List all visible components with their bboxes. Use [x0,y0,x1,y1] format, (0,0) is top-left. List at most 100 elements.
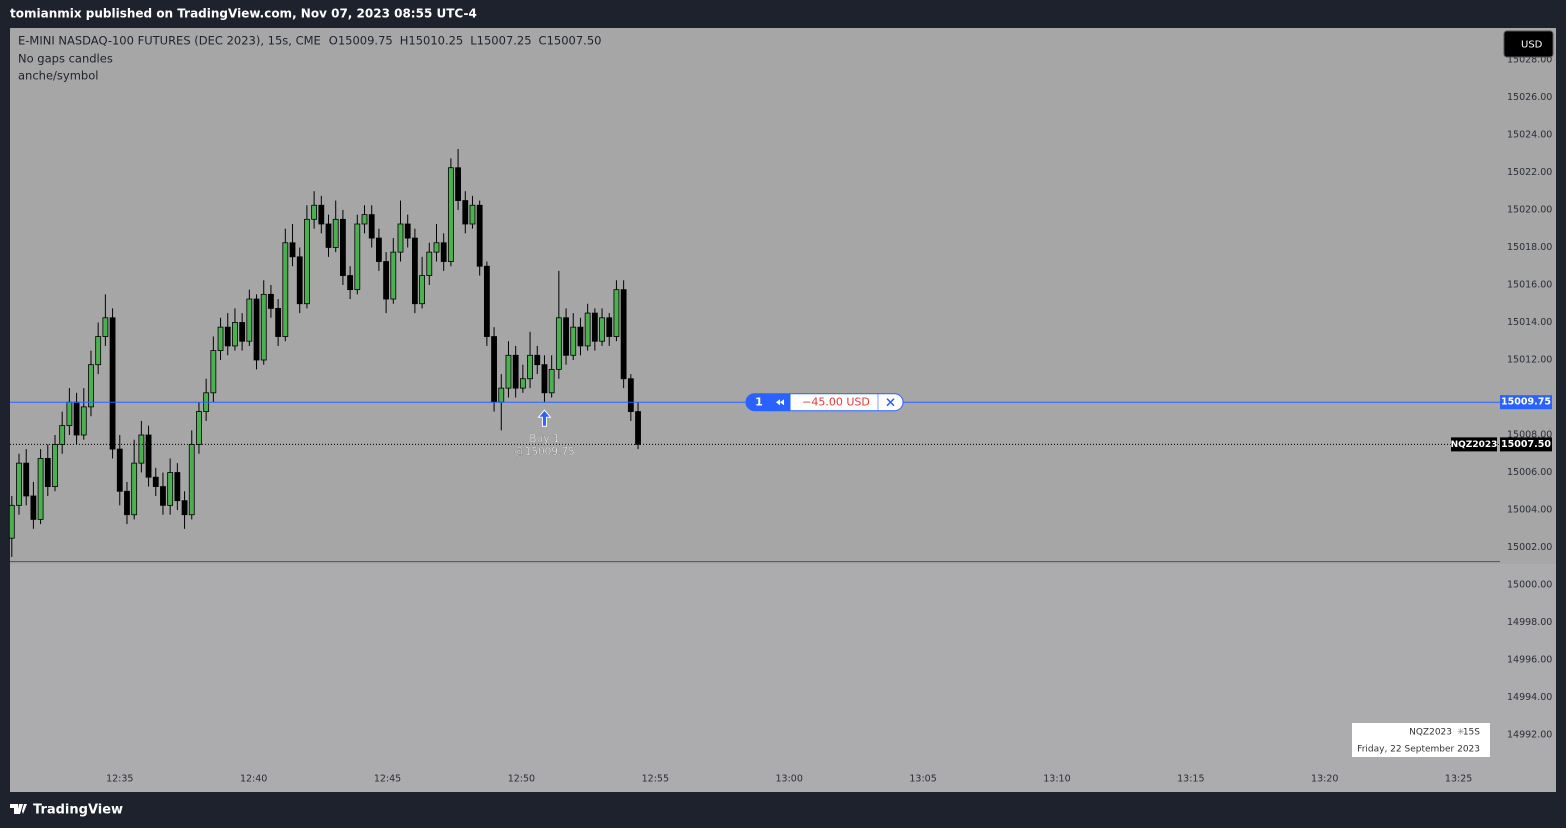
y-tick-label: 14996.00 [1507,655,1552,666]
candle-body [505,354,512,389]
candle-body [325,223,332,248]
candle-body [599,317,605,342]
symbol-tag-bg [1451,437,1497,452]
x-tick-label: 12:40 [240,774,267,785]
watermark-box [1352,723,1490,757]
y-tick-label: 14992.00 [1507,730,1552,741]
logo [10,804,27,814]
y-tick-label: 15006.00 [1507,467,1552,478]
x-tick-label: 13:15 [1177,774,1204,785]
last-price-tag: 15007.50 [1501,439,1551,450]
candle-body [282,242,289,337]
ohlc-high: H15010.25 [400,34,464,48]
y-tick-label: 14998.00 [1507,617,1552,628]
position-quantity[interactable]: 1 [755,396,763,409]
y-tick-label: 15020.00 [1507,204,1552,215]
buy-label: Buy 1 [529,433,559,445]
candle-body [145,434,152,478]
x-tick-label: 13:05 [909,774,936,785]
candle-body [397,223,404,253]
candle-body [332,218,339,248]
candle-body [462,200,469,225]
reverse-icon[interactable] [776,399,784,406]
brand: TradingView [33,803,123,818]
candle-body [613,289,620,337]
candle-body [30,495,37,520]
chart: 14992.00 14994.00 14996.00 14998.00 15000.00… [8,54,1552,785]
candle-body [181,500,188,516]
buy-arrow [537,409,552,427]
watermark-interval: 15S [1463,728,1480,738]
position-badge[interactable]: 1 −45.00 USD [745,393,904,412]
candle-body [476,204,483,267]
ohlc-open: O15009.75 [329,34,393,48]
watermark-date: Friday, 22 September 2023 [1357,745,1480,755]
candle-body [635,411,641,445]
candle-body [246,298,253,342]
close-icon[interactable] [886,398,895,407]
candle-body [498,387,505,403]
legend: E-MINI NASDAQ-100 FUTURES (DEC 2023), 15… [18,34,601,83]
currency-text[interactable]: USD [1521,40,1543,51]
y-tick-label: 15022.00 [1507,167,1552,178]
chart-panel-lower [10,564,1556,792]
buy-price: @15009.75 [514,446,575,458]
candle-body [232,322,238,347]
candle-body [95,336,102,366]
x-tick-label: 12:35 [106,774,133,785]
candle-body [584,312,591,347]
candle-body [419,275,425,305]
candle-body [8,504,15,539]
candle-body [224,326,231,347]
candle-body [318,204,325,225]
watermark-icon: ✳ [1457,728,1465,738]
chart-panel-upper [10,28,1556,564]
y-tick-label: 15024.00 [1507,129,1552,140]
indicator-label: No gaps candles [18,52,113,66]
candle-body [519,378,526,389]
candle-body [534,354,541,366]
candle-body [447,167,454,262]
candle-body [73,401,80,436]
position-badge-left[interactable] [746,393,791,411]
y-tick-label: 15002.00 [1507,542,1552,553]
y-tick-label: 15004.00 [1507,505,1552,516]
candle-body [411,237,418,305]
candle-body [109,317,116,450]
candle-body [131,462,138,516]
position-pnl[interactable]: −45.00 USD [802,396,870,409]
candle-body [44,458,51,487]
candle-body [469,204,476,225]
currency-button[interactable]: USD [1503,30,1554,58]
currency-button-bg[interactable] [1503,30,1554,58]
candle-body [340,218,346,276]
last-price-tag-bg [1500,437,1552,452]
candle-body [167,472,174,506]
candle-body [548,368,555,394]
candle-body [23,462,30,497]
y-tick-label: 15014.00 [1507,317,1552,328]
candle-body [426,251,433,276]
position-price-tag: 15009.75 [1501,397,1551,408]
candle-body [138,434,145,464]
candle-body [591,312,598,342]
candle-body [253,298,260,361]
y-tick-label: 14994.00 [1507,692,1552,703]
x-tick-label: 12:50 [508,774,535,785]
candle-body [188,443,195,516]
candle-body [577,326,584,347]
position-price-tag-bg [1500,395,1552,410]
candle-body [210,350,217,394]
candle-body [275,308,282,337]
candle-body [16,462,22,506]
x-tick-label: 13:10 [1043,774,1070,785]
candle-body [390,251,397,300]
publisher-line: tomianmix published on TradingView.com, … [10,7,477,21]
candle-body [217,326,224,352]
candle-body [570,326,577,356]
ohlc-close: C15007.50 [539,34,602,48]
indicator-label: anche/symbol [18,69,98,83]
x-tick-label: 13:20 [1311,774,1338,785]
candle-body [491,336,497,403]
